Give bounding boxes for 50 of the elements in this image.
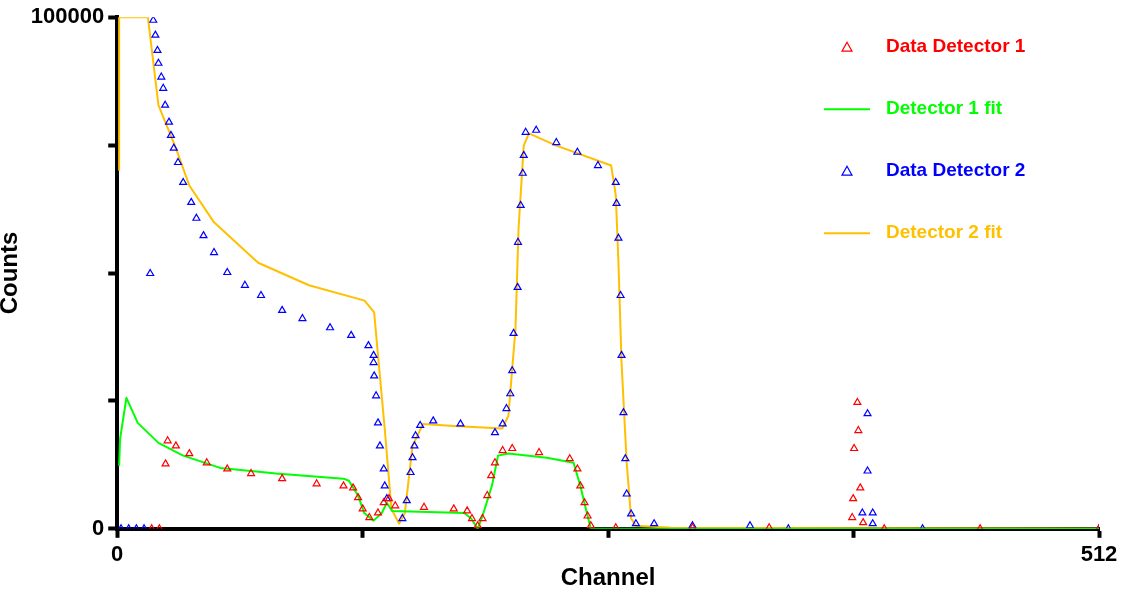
point xyxy=(185,449,194,457)
point xyxy=(365,512,374,521)
point xyxy=(848,512,857,521)
point xyxy=(854,425,863,434)
point xyxy=(583,511,592,519)
legend-label: Detector 1 fit xyxy=(886,97,1003,119)
point xyxy=(498,445,507,454)
point xyxy=(391,501,400,509)
y-tick-label: 100000 xyxy=(30,3,105,29)
point xyxy=(586,521,595,529)
point xyxy=(161,459,170,467)
point xyxy=(358,504,367,512)
point xyxy=(171,441,180,449)
point xyxy=(223,464,232,472)
point xyxy=(508,443,517,452)
point xyxy=(576,481,585,489)
x-axis-title: Channel xyxy=(560,563,656,591)
point xyxy=(449,504,458,512)
point xyxy=(490,458,500,466)
point xyxy=(859,518,868,526)
point xyxy=(349,483,358,491)
point xyxy=(850,443,859,452)
point xyxy=(856,483,865,491)
legend-label: Detector 2 fit xyxy=(886,221,1003,243)
point xyxy=(467,513,477,522)
point xyxy=(419,502,429,510)
point xyxy=(478,513,487,522)
point xyxy=(849,494,858,502)
point xyxy=(339,481,348,489)
x-tick-label: 512 xyxy=(1080,541,1118,567)
point xyxy=(163,436,172,444)
point xyxy=(580,498,589,506)
point xyxy=(487,470,496,479)
point xyxy=(353,492,363,501)
legend-label: Data Detector 1 xyxy=(886,35,1026,57)
point xyxy=(483,490,492,499)
point xyxy=(573,464,582,472)
point xyxy=(379,498,388,506)
point xyxy=(312,479,321,487)
point xyxy=(565,454,574,462)
point xyxy=(246,468,256,477)
point xyxy=(473,521,482,529)
point xyxy=(853,397,862,406)
y-axis-title: Counts xyxy=(0,231,23,315)
point xyxy=(278,474,287,482)
point xyxy=(463,506,472,514)
point xyxy=(373,508,383,516)
point xyxy=(202,458,211,466)
legend-label: Data Detector 2 xyxy=(886,159,1026,181)
point xyxy=(535,447,544,456)
